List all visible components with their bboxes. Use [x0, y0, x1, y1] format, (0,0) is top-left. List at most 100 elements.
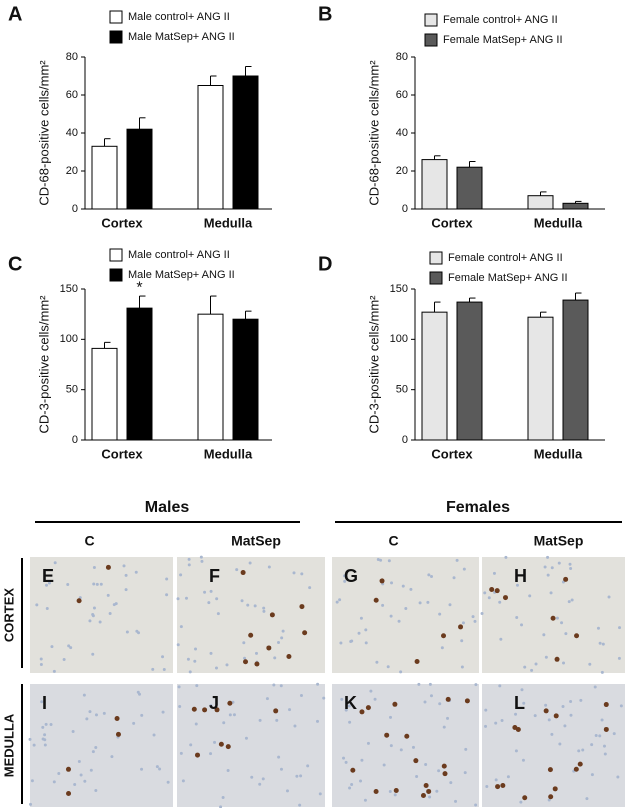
nucleus — [471, 615, 475, 619]
nucleus — [250, 775, 254, 779]
nucleus — [399, 670, 403, 674]
nucleus — [401, 584, 405, 588]
nucleus — [44, 722, 48, 726]
nucleus — [462, 567, 466, 571]
nucleus — [452, 576, 456, 580]
nucleus — [388, 790, 392, 794]
nucleus — [480, 612, 484, 616]
nucleus — [418, 601, 422, 605]
nucleus — [546, 555, 550, 559]
nucleus — [543, 565, 547, 569]
y-tick-label: 40 — [66, 127, 78, 139]
nucleus — [140, 713, 144, 717]
nucleus — [500, 719, 504, 723]
nucleus — [393, 793, 397, 797]
nucleus — [373, 697, 377, 701]
bar — [562, 299, 589, 441]
stained-cell — [502, 595, 508, 601]
nucleus — [188, 670, 192, 674]
nucleus — [209, 651, 213, 655]
y-tick-label: 60 — [66, 89, 78, 101]
stained-cell — [550, 615, 556, 621]
column-header: C — [388, 533, 398, 549]
stained-cell — [522, 795, 528, 801]
nucleus — [348, 786, 352, 790]
nucleus — [423, 700, 427, 704]
nucleus — [99, 582, 103, 586]
stained-cell — [548, 794, 554, 800]
nucleus — [30, 779, 34, 783]
nucleus — [522, 701, 526, 705]
nucleus — [124, 573, 128, 577]
nucleus — [514, 749, 518, 753]
nucleus — [428, 795, 432, 799]
nucleus — [52, 669, 56, 673]
nucleus — [389, 744, 393, 748]
x-tick-label: Medulla — [534, 446, 583, 461]
nucleus — [267, 565, 271, 569]
stained-cell — [414, 658, 420, 664]
nucleus — [158, 767, 162, 771]
nucleus — [92, 565, 96, 569]
nucleus — [258, 782, 262, 786]
y-tick-label: 80 — [66, 51, 78, 63]
nucleus — [94, 788, 98, 792]
nucleus — [376, 558, 380, 562]
bar — [91, 145, 118, 210]
nucleus — [369, 689, 373, 693]
stained-cell — [420, 793, 426, 799]
stained-cell — [512, 724, 518, 730]
nucleus — [601, 642, 605, 646]
stained-cell — [553, 713, 559, 719]
nucleus — [88, 710, 92, 714]
nucleus — [533, 714, 537, 718]
column-header: MatSep — [231, 533, 281, 549]
nucleus — [360, 758, 364, 762]
stained-cell — [286, 653, 292, 659]
nucleus — [28, 737, 32, 741]
stained-cell — [66, 791, 72, 797]
nucleus — [200, 559, 204, 563]
panel-label: H — [514, 566, 527, 586]
nucleus — [91, 613, 95, 617]
nucleus — [619, 704, 623, 708]
nucleus — [254, 651, 258, 655]
nucleus — [409, 587, 413, 591]
nucleus — [95, 582, 99, 586]
nucleus — [52, 780, 56, 784]
y-axis-label: CD-68-positive cells/mm² — [36, 60, 51, 206]
nucleus — [350, 782, 354, 786]
legend-label: Female control+ ANG II — [448, 252, 563, 264]
nucleus — [449, 781, 453, 785]
nucleus — [85, 717, 89, 721]
nucleus — [344, 760, 348, 764]
nucleus — [215, 597, 219, 601]
stained-cell — [404, 733, 410, 739]
legend-swatch — [429, 271, 443, 285]
nucleus — [179, 625, 183, 629]
nucleus — [226, 769, 230, 773]
nucleus — [178, 704, 182, 708]
y-tick-label: 80 — [396, 51, 408, 63]
legend-label: Female MatSep+ ANG II — [443, 34, 563, 46]
nucleus — [598, 734, 602, 738]
column-header: MatSep — [534, 533, 584, 549]
bar — [232, 75, 259, 210]
legend-swatch — [429, 251, 443, 265]
nucleus — [140, 767, 144, 771]
nucleus — [494, 778, 498, 782]
nucleus — [547, 718, 551, 722]
nucleus — [98, 620, 102, 624]
nucleus — [285, 789, 289, 793]
nucleus — [594, 734, 598, 738]
panel-label: I — [42, 693, 47, 713]
nucleus — [424, 763, 428, 767]
nucleus — [485, 784, 489, 788]
nucleus — [253, 604, 257, 608]
nucleus — [375, 660, 379, 664]
nucleus — [91, 750, 95, 754]
x-tick-label: Cortex — [101, 215, 143, 230]
y-tick-label: 60 — [396, 89, 408, 101]
stained-cell — [563, 576, 569, 582]
